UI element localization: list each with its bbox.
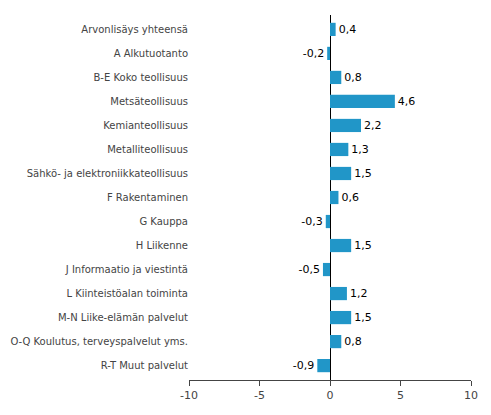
svg-text:-5: -5 [254, 389, 265, 402]
svg-text:-0,2: -0,2 [303, 47, 324, 60]
svg-text:-10: -10 [180, 389, 198, 402]
svg-text:0: 0 [327, 389, 334, 402]
svg-text:0,4: 0,4 [339, 23, 357, 36]
svg-text:-0,5: -0,5 [298, 263, 319, 276]
svg-text:0,8: 0,8 [344, 71, 362, 84]
svg-text:Kemianteollisuus: Kemianteollisuus [103, 120, 188, 131]
svg-text:1,5: 1,5 [354, 167, 372, 180]
svg-text:Sähkö- ja elektroniikkateollis: Sähkö- ja elektroniikkateollisuus [27, 168, 188, 179]
svg-text:4,6: 4,6 [398, 95, 416, 108]
svg-text:Metalliteollisuus: Metalliteollisuus [107, 144, 188, 155]
svg-text:Arvonlisäys yhteensä: Arvonlisäys yhteensä [81, 24, 188, 35]
svg-text:1,5: 1,5 [354, 239, 372, 252]
svg-text:R-T Muut palvelut: R-T Muut palvelut [101, 360, 188, 371]
svg-text:-0,3: -0,3 [301, 215, 322, 228]
svg-text:B-E Koko teollisuus: B-E Koko teollisuus [94, 72, 189, 83]
svg-text:Metsäteollisuus: Metsäteollisuus [110, 96, 188, 107]
svg-text:0,6: 0,6 [341, 191, 359, 204]
svg-text:A Alkutuotanto: A Alkutuotanto [114, 48, 188, 59]
svg-text:M-N Liike-elämän palvelut: M-N Liike-elämän palvelut [58, 312, 188, 323]
svg-text:1,2: 1,2 [350, 287, 368, 300]
svg-text:O-Q Koulutus, terveyspalvelut: O-Q Koulutus, terveyspalvelut yms. [10, 336, 188, 347]
svg-text:J Informaatio ja viestintä: J Informaatio ja viestintä [65, 264, 188, 275]
svg-text:1,3: 1,3 [351, 143, 369, 156]
svg-text:0,8: 0,8 [344, 335, 362, 348]
svg-text:-0,9: -0,9 [293, 359, 314, 372]
svg-text:5: 5 [397, 389, 404, 402]
svg-text:2,2: 2,2 [364, 119, 382, 132]
svg-text:H Liikenne: H Liikenne [136, 240, 188, 251]
svg-text:G Kauppa: G Kauppa [139, 216, 188, 227]
svg-text:10: 10 [464, 389, 478, 402]
svg-text:1,5: 1,5 [354, 311, 372, 324]
svg-text:F Rakentaminen: F Rakentaminen [107, 192, 188, 203]
svg-text:L Kiinteistöalan toiminta: L Kiinteistöalan toiminta [66, 288, 188, 299]
